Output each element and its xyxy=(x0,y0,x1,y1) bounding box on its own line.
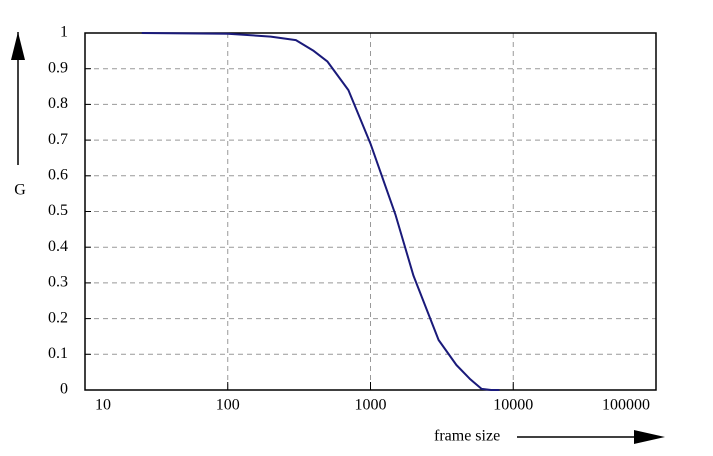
y-axis-label: G xyxy=(14,182,26,199)
y-tick-label: 0.3 xyxy=(48,274,68,291)
x-tick-label: 1000 xyxy=(355,397,387,414)
x-tick-label: 100000 xyxy=(602,397,650,414)
y-tick-label: 0.6 xyxy=(48,166,68,183)
y-tick-label: 0 xyxy=(60,381,68,398)
x-tick-label: 10000 xyxy=(493,397,533,414)
y-tick-label: 0.8 xyxy=(48,95,68,112)
y-tick-label: 0.5 xyxy=(48,202,68,219)
y-tick-label: 0.7 xyxy=(48,131,68,148)
y-arrow-head xyxy=(11,32,25,60)
x-arrow-head xyxy=(634,430,665,444)
y-tick-label: 0.1 xyxy=(48,345,68,362)
y-tick-label: 0.4 xyxy=(48,238,68,255)
x-tick-label: 10 xyxy=(95,397,111,414)
y-tick-label: 0.2 xyxy=(48,309,68,326)
data-line xyxy=(141,32,500,391)
y-tick-label: 0.9 xyxy=(48,59,68,76)
y-tick-label: 1 xyxy=(60,24,68,41)
plot-frame xyxy=(84,32,657,391)
x-axis-label: frame size xyxy=(434,428,500,445)
x-tick-label: 100 xyxy=(216,397,240,414)
